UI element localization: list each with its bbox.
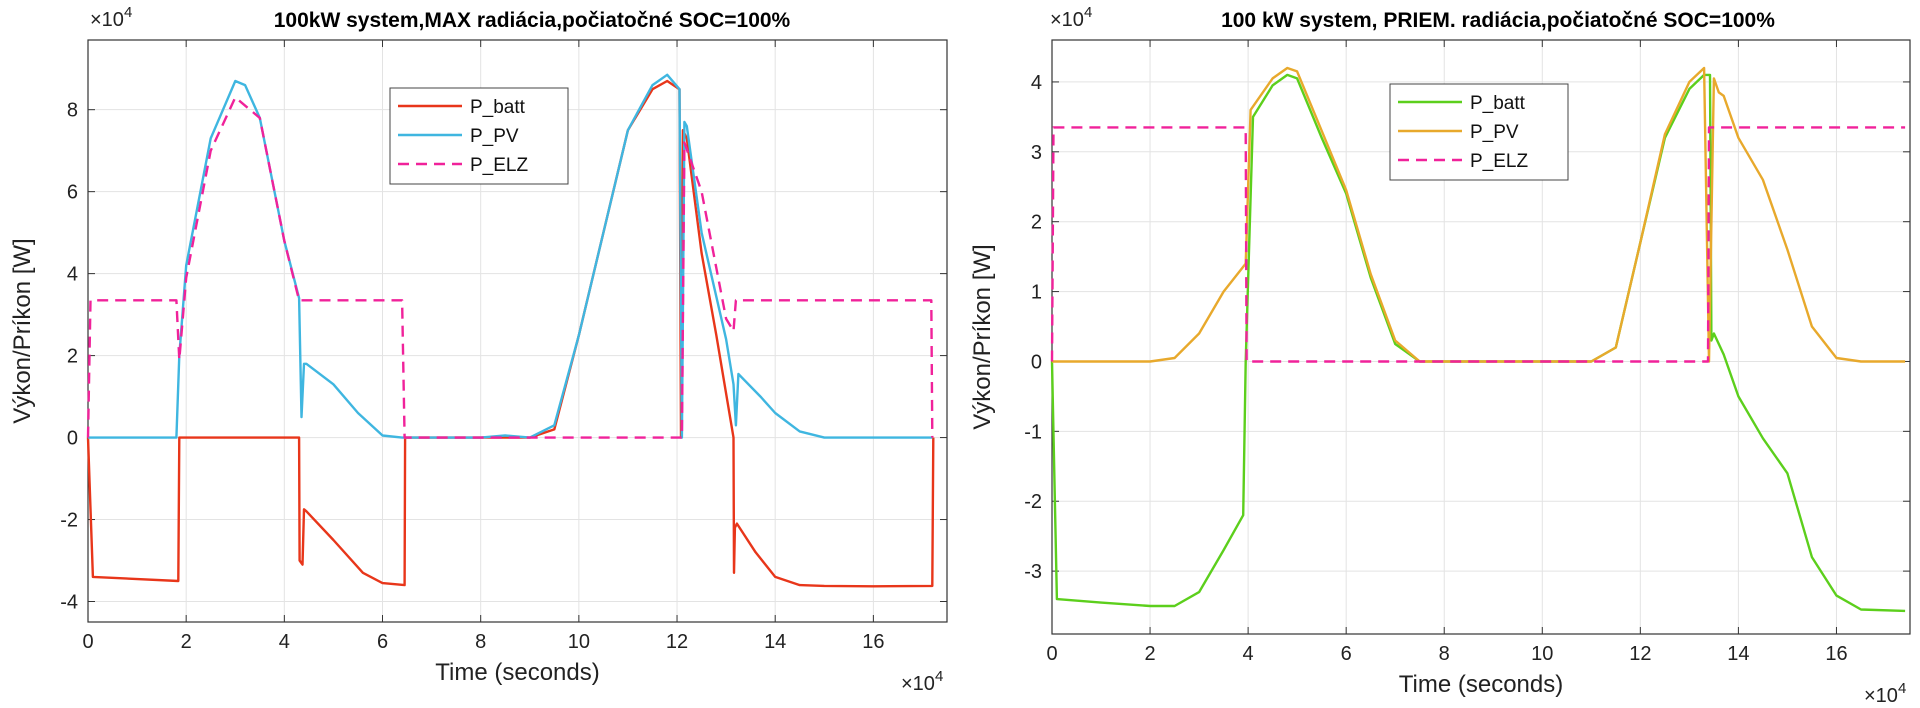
x-axis-label: Time (seconds) bbox=[1399, 671, 1563, 698]
x-tick-label: 14 bbox=[1727, 643, 1749, 665]
axes-box bbox=[87, 39, 948, 623]
y-tick-label: -1 bbox=[1024, 421, 1042, 443]
x-tick-label: 10 bbox=[568, 631, 590, 653]
x-tick-label: 2 bbox=[1144, 643, 1155, 665]
y-axis-label: Výkon/Príkon [W] bbox=[9, 238, 36, 423]
x-exponent-label: ×104 bbox=[901, 668, 943, 695]
series-line-p-elz bbox=[86, 96, 934, 439]
y-tick-label: 4 bbox=[67, 264, 78, 286]
y-exponent-power: 4 bbox=[1084, 4, 1092, 21]
x-tick-label: 8 bbox=[1439, 643, 1450, 665]
x-tick-label: 2 bbox=[181, 631, 192, 653]
y-tick-label: 0 bbox=[67, 428, 78, 450]
x-tick-label: 6 bbox=[1341, 643, 1352, 665]
y-tick-label: 8 bbox=[67, 100, 78, 122]
y-exponent-power: 4 bbox=[124, 4, 132, 21]
y-tick-label: 2 bbox=[67, 346, 78, 368]
legend: P_batt P_PV P_ELZ bbox=[389, 87, 569, 185]
chart-left: 0 2 4 6 8 10 12 14 16 -4 -2 0 2 4 6 8 P_batt P_PV P_ELZ 100… bbox=[9, 4, 948, 695]
x-tick-label: 16 bbox=[1825, 643, 1847, 665]
legend-label: P_batt bbox=[470, 97, 526, 118]
y-axis-label: Výkon/Príkon [W] bbox=[969, 244, 996, 429]
x-exponent-power: 4 bbox=[935, 668, 943, 685]
y-exponent-label: ×104 bbox=[90, 4, 132, 31]
legend-label: P_PV bbox=[1470, 122, 1519, 143]
y-tick-label: -4 bbox=[60, 592, 78, 614]
legend-label: P_ELZ bbox=[470, 155, 528, 176]
legend: P_batt P_PV P_ELZ bbox=[1389, 83, 1569, 181]
y-tick-label: -2 bbox=[1024, 491, 1042, 513]
y-tick-label: 6 bbox=[67, 182, 78, 204]
x-axis-label: Time (seconds) bbox=[435, 659, 599, 686]
x-tick-label: 16 bbox=[862, 631, 884, 653]
x-tick-label: 8 bbox=[475, 631, 486, 653]
x-tick-label: 12 bbox=[1629, 643, 1651, 665]
legend-label: P_batt bbox=[1470, 93, 1526, 114]
legend-label: P_ELZ bbox=[1470, 151, 1528, 172]
x-tick-label: 12 bbox=[666, 631, 688, 653]
y-tick-label: 2 bbox=[1031, 212, 1042, 234]
x-tick-label: 6 bbox=[377, 631, 388, 653]
x-tick-label: 4 bbox=[1243, 643, 1254, 665]
y-tick-label: 0 bbox=[1031, 351, 1042, 373]
y-tick-label: 4 bbox=[1031, 72, 1042, 94]
y-tick-label: -3 bbox=[1024, 561, 1042, 583]
y-tick-label: -2 bbox=[60, 510, 78, 532]
y-tick-label: 1 bbox=[1031, 282, 1042, 304]
x-tick-label: 10 bbox=[1531, 643, 1553, 665]
x-tick-label: 0 bbox=[1046, 643, 1057, 665]
legend-label: P_PV bbox=[470, 126, 519, 147]
x-tick-label: 14 bbox=[764, 631, 786, 653]
y-tick-label: 3 bbox=[1031, 142, 1042, 164]
chart-title: 100 kW system, PRIEM. radiácia,počiatočn… bbox=[1221, 9, 1775, 32]
x-tick-label: 4 bbox=[279, 631, 290, 653]
x-tick-label: 0 bbox=[82, 631, 93, 653]
series-line-p-elz bbox=[1050, 126, 1906, 363]
chart-title: 100kW system,MAX radiácia,počiatočné SOC… bbox=[274, 9, 791, 32]
series-line-p-pv bbox=[1052, 66, 1906, 363]
y-exponent-label: ×104 bbox=[1050, 4, 1092, 31]
chart-right: 0 2 4 6 8 10 12 14 16-3-2-101234P_battP_PVP_ELZ1… bbox=[969, 4, 1911, 707]
series-line-p-pv bbox=[88, 73, 933, 439]
x-exponent-power: 4 bbox=[1898, 680, 1906, 697]
x-exponent-label: ×104 bbox=[1864, 680, 1906, 707]
